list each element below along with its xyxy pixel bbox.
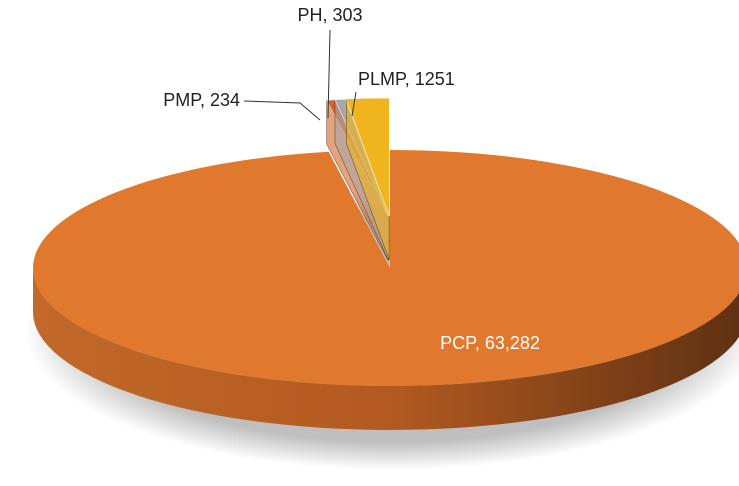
leader-line [243,100,321,121]
data-label: PMP, 234 [163,90,240,110]
pie-side [33,268,739,430]
data-label: PH, 303 [297,5,362,25]
data-label: PLMP, 1251 [358,69,455,89]
pie-slice [33,150,739,386]
data-label: PCP, 63,282 [440,333,540,353]
leader-line [327,29,331,119]
pie-slice [345,97,390,217]
leader-line [351,91,357,117]
